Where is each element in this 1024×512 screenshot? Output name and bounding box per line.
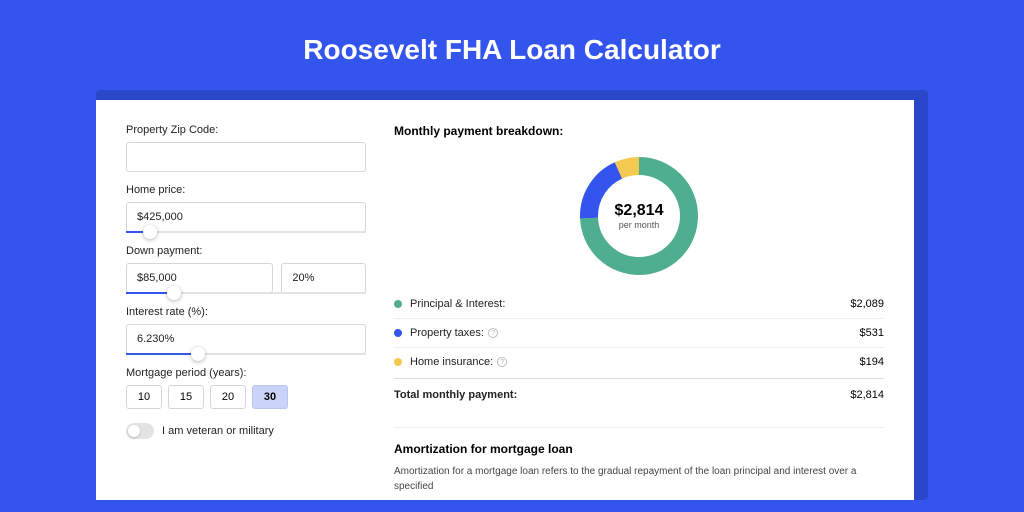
zip-input[interactable] xyxy=(126,142,366,172)
period-option-10[interactable]: 10 xyxy=(126,385,162,409)
veteran-row: I am veteran or military xyxy=(126,423,366,439)
breakdown-panel: Monthly payment breakdown: $2,814 per mo… xyxy=(394,124,884,494)
info-icon[interactable]: ? xyxy=(488,328,498,338)
donut-sublabel: per month xyxy=(619,220,660,230)
breakdown-value: $2,089 xyxy=(850,298,884,310)
amortization-text: Amortization for a mortgage loan refers … xyxy=(394,464,884,494)
interest-label: Interest rate (%): xyxy=(126,306,366,318)
interest-slider-thumb[interactable] xyxy=(191,347,205,361)
interest-input[interactable] xyxy=(126,324,366,354)
period-option-30[interactable]: 30 xyxy=(252,385,288,409)
home-price-label: Home price: xyxy=(126,184,366,196)
down-payment-pct-input[interactable] xyxy=(281,263,366,293)
amortization-title: Amortization for mortgage loan xyxy=(394,442,884,456)
breakdown-row-pi: Principal & Interest:$2,089 xyxy=(394,290,884,318)
home-price-slider-thumb[interactable] xyxy=(143,225,157,239)
home-price-slider[interactable] xyxy=(126,231,366,233)
period-option-15[interactable]: 15 xyxy=(168,385,204,409)
donut-chart: $2,814 per month xyxy=(394,146,884,290)
amortization-section: Amortization for mortgage loan Amortizat… xyxy=(394,427,884,494)
zip-group: Property Zip Code: xyxy=(126,124,366,172)
breakdown-value: $531 xyxy=(860,327,884,339)
breakdown-title: Monthly payment breakdown: xyxy=(394,124,884,138)
total-value: $2,814 xyxy=(850,389,884,401)
veteran-label: I am veteran or military xyxy=(162,425,274,437)
down-payment-label: Down payment: xyxy=(126,245,366,257)
down-payment-group: Down payment: xyxy=(126,245,366,294)
legend-dot xyxy=(394,329,402,337)
total-row: Total monthly payment: $2,814 xyxy=(394,378,884,409)
home-price-input[interactable] xyxy=(126,202,366,232)
legend-dot xyxy=(394,358,402,366)
breakdown-row-tax: Property taxes:?$531 xyxy=(394,318,884,347)
breakdown-row-ins: Home insurance:?$194 xyxy=(394,347,884,376)
calculator-card: Property Zip Code: Home price: Down paym… xyxy=(96,100,914,500)
period-label: Mortgage period (years): xyxy=(126,367,366,379)
page-title: Roosevelt FHA Loan Calculator xyxy=(0,0,1024,90)
breakdown-label: Property taxes:? xyxy=(410,327,860,339)
donut-amount: $2,814 xyxy=(615,202,664,220)
breakdown-value: $194 xyxy=(860,356,884,368)
breakdown-label: Home insurance:? xyxy=(410,356,860,368)
info-icon[interactable]: ? xyxy=(497,357,507,367)
inputs-panel: Property Zip Code: Home price: Down paym… xyxy=(126,124,366,494)
zip-label: Property Zip Code: xyxy=(126,124,366,136)
period-group: Mortgage period (years): 10152030 xyxy=(126,367,366,409)
total-label: Total monthly payment: xyxy=(394,389,850,401)
down-payment-amount-input[interactable] xyxy=(126,263,273,293)
interest-slider[interactable] xyxy=(126,353,366,355)
down-payment-slider-thumb[interactable] xyxy=(167,286,181,300)
period-option-20[interactable]: 20 xyxy=(210,385,246,409)
card-shadow: Property Zip Code: Home price: Down paym… xyxy=(96,90,928,500)
toggle-knob xyxy=(128,425,140,437)
veteran-toggle[interactable] xyxy=(126,423,154,439)
down-payment-slider[interactable] xyxy=(126,292,366,294)
interest-group: Interest rate (%): xyxy=(126,306,366,355)
breakdown-label: Principal & Interest: xyxy=(410,298,850,310)
home-price-group: Home price: xyxy=(126,184,366,233)
legend-dot xyxy=(394,300,402,308)
